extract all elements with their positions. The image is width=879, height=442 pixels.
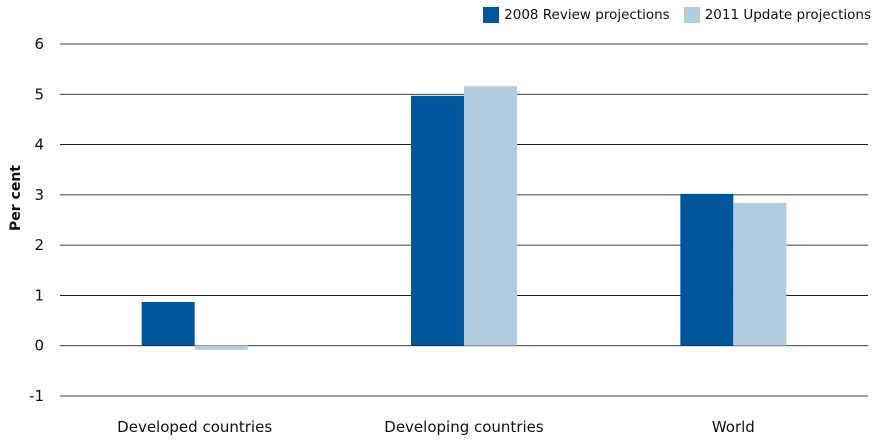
bar-world-2011-update-projections <box>733 202 787 346</box>
bar-developed-countries-2008-review-projections <box>141 301 195 346</box>
x-tick-label-developing-countries: Developing countries <box>384 418 544 436</box>
x-tick-label-world: World <box>712 418 755 436</box>
y-tick-label: 3 <box>34 186 44 204</box>
y-tick-label: 6 <box>34 35 44 53</box>
legend-label-2011-update: 2011 Update projections <box>704 7 871 23</box>
legend-item-2011-update: 2011 Update projections <box>683 7 871 23</box>
y-tick-label: 1 <box>34 286 44 304</box>
y-tick-label: 4 <box>34 136 44 154</box>
y-tick-label: 2 <box>34 236 44 254</box>
y-tick-label: 5 <box>34 85 44 103</box>
legend: 2008 Review projections 2011 Update proj… <box>483 7 871 23</box>
y-tick-label: 0 <box>34 337 44 355</box>
legend-swatch-2011-update <box>683 7 700 23</box>
bar-developing-countries-2011-update-projections <box>464 86 517 346</box>
legend-label-2008-review: 2008 Review projections <box>504 7 670 23</box>
y-axis-label: Per cent <box>8 165 24 231</box>
legend-item-2008-review: 2008 Review projections <box>483 7 670 23</box>
bar-world-2008-review-projections <box>680 193 734 346</box>
bar-developing-countries-2008-review-projections <box>411 95 464 346</box>
x-tick-label-developed-countries: Developed countries <box>117 418 272 436</box>
bar-developed-countries-2011-update-projections <box>194 345 248 350</box>
legend-swatch-2008-review <box>483 7 500 23</box>
y-tick-label: -1 <box>29 387 44 405</box>
